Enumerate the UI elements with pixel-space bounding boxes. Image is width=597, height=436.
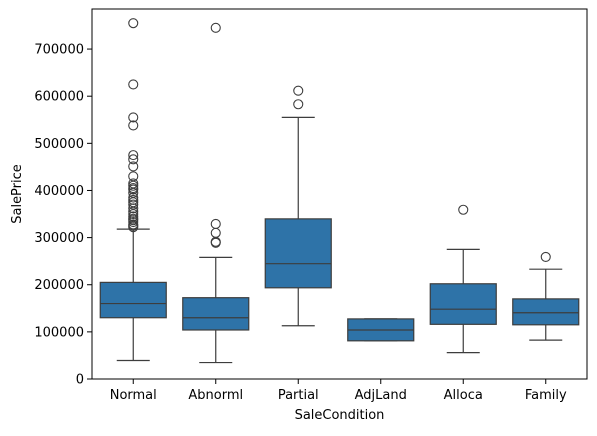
- iqr-box: [182, 297, 250, 331]
- plot-frame: [91, 8, 588, 380]
- box-group-partial: [264, 85, 332, 327]
- outlier-point: [128, 150, 139, 161]
- outlier-point: [128, 192, 139, 203]
- y-tick-label: 100000: [34, 325, 84, 340]
- x-tick-label: Abnorml: [188, 388, 243, 403]
- iqr-box: [99, 281, 167, 319]
- x-axis-label: SaleCondition: [295, 408, 385, 423]
- outlier-point: [128, 18, 139, 29]
- outlier-point: [128, 216, 139, 228]
- boxes-layer: [99, 18, 580, 364]
- box-group-alloca: [429, 204, 497, 354]
- x-tick-label: Partial: [278, 388, 319, 403]
- outlier-point: [128, 161, 139, 172]
- outlier-point: [540, 251, 551, 262]
- x-tick-label: Family: [525, 388, 567, 403]
- y-axis-label: SalePrice: [10, 164, 25, 224]
- outlier-point: [128, 154, 139, 165]
- outlier-point: [210, 218, 221, 230]
- box-group-abnorml: [182, 22, 250, 364]
- x-axis: Normal Abnorml Partial AdjLand Alloca Family: [110, 379, 567, 403]
- box-group-adjland: [347, 318, 415, 342]
- outlier-point: [128, 79, 139, 90]
- outlier-point: [128, 208, 139, 220]
- outlier-point: [128, 112, 139, 123]
- y-tick-label: 400000: [34, 184, 84, 199]
- iqr-box: [264, 218, 332, 289]
- iqr-box: [512, 298, 580, 326]
- outlier-point: [128, 222, 139, 233]
- y-tick-label: 700000: [34, 43, 84, 58]
- outlier-point: [293, 99, 304, 110]
- outlier-point: [210, 237, 221, 248]
- outlier-point: [128, 203, 139, 214]
- y-tick-label: 600000: [34, 90, 84, 105]
- outlier-point: [128, 184, 139, 195]
- outlier-point: [128, 180, 139, 191]
- outlier-point: [128, 120, 139, 131]
- iqr-box: [429, 283, 497, 325]
- outlier-point: [293, 85, 304, 96]
- y-tick-label: 0: [76, 373, 84, 388]
- outlier-point: [458, 204, 469, 215]
- x-tick-label: AdjLand: [355, 388, 407, 403]
- box-group-normal: [99, 18, 167, 362]
- outlier-point: [210, 22, 221, 33]
- x-tick-label: Alloca: [444, 388, 483, 403]
- y-tick-label: 300000: [34, 231, 84, 246]
- y-tick-label: 200000: [34, 278, 84, 293]
- x-tick-label: Normal: [110, 388, 157, 403]
- box-group-family: [512, 251, 580, 341]
- y-tick-label: 500000: [34, 137, 84, 152]
- y-axis: 0 100000 200000 300000 400000 500000 600000 700…: [34, 43, 92, 388]
- outlier-point: [210, 227, 221, 238]
